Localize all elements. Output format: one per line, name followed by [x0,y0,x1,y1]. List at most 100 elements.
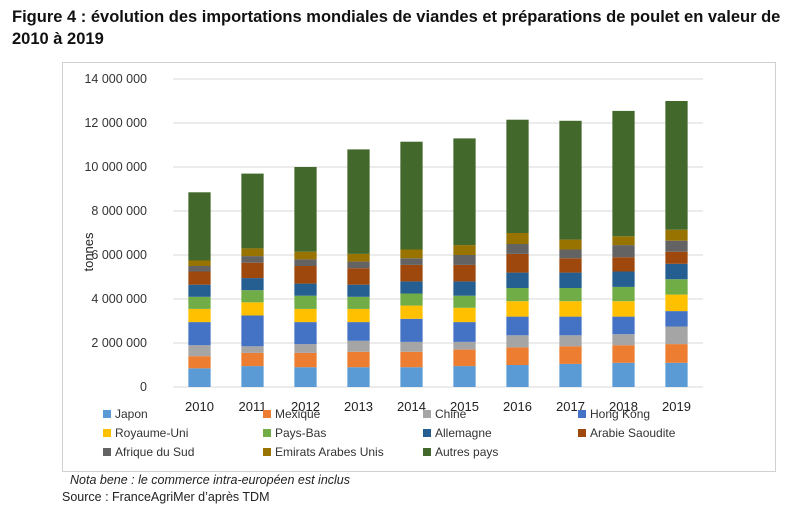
legend-swatch [578,410,586,418]
bar-segment [347,261,370,269]
bar-segment [665,311,688,327]
bar-segment [506,288,529,302]
y-tick-label: 0 [140,380,147,394]
bar-segment [453,255,476,265]
legend-label: Allemagne [435,426,492,440]
bar-segment [559,335,582,347]
bar-segment [612,271,635,287]
bar-segment [506,253,529,273]
bar-segment [612,245,635,258]
bar-segment [347,367,370,387]
bar-segment [294,251,317,260]
bar-segment [241,366,264,387]
bar-segment [188,308,211,323]
bar-segment [294,259,317,266]
bar-segment [400,341,423,352]
bar-segment [400,258,423,265]
bar-segment [400,281,423,294]
bar-segment [612,286,635,302]
legend-label: Arabie Saoudite [590,426,676,440]
bar-segment [453,245,476,255]
bar-segment [665,251,688,264]
bar-segment [188,356,211,369]
bar-segment [400,141,423,250]
legend-label: Afrique du Sud [115,445,194,459]
bar-segment [241,315,264,347]
bar-segment [612,257,635,272]
bar-segment [612,301,635,317]
bar-segment [294,367,317,387]
bar-segment [559,301,582,317]
legend-swatch [423,448,431,456]
bar-segment [188,322,211,346]
legend-swatch [423,410,431,418]
bar-segment [506,233,529,244]
bar-segment [453,341,476,350]
legend-label: Mexique [275,407,321,421]
bar-segment [188,284,211,297]
bar-segment [347,340,370,352]
bar-segment [188,260,211,266]
bar-segment [665,344,688,363]
bar-segment [612,236,635,246]
x-tick-label: 2011 [239,399,267,414]
y-tick-label: 4 000 000 [91,292,147,306]
y-axis-label: tonnes [81,232,96,272]
bar-segment [188,266,211,272]
bar-segment [241,248,264,257]
bar-segment [559,316,582,336]
bar-segment [347,253,370,262]
bar-segment [294,295,317,309]
x-tick-label: 2018 [609,399,638,414]
bar-segment [453,366,476,387]
bar-segment [294,308,317,323]
bar-segment [453,349,476,367]
bar-segment [559,288,582,302]
y-tick-label: 12 000 000 [84,116,147,130]
bar-segment [612,110,635,237]
bar-segment [453,281,476,296]
legend-swatch [103,448,111,456]
y-tick-label: 10 000 000 [84,160,147,174]
bar-segment [506,316,529,336]
bar-segment [506,365,529,387]
bar-segment [453,307,476,323]
bar-segment [294,344,317,353]
bar-segment [347,268,370,285]
bar-segment [665,362,688,387]
bar-segment [559,249,582,259]
y-tick-label: 2 000 000 [91,336,147,350]
bar-segment [665,101,688,230]
bar-segment [506,119,529,233]
x-tick-labels: 2010 2011 2012 2013 2014 2015 2016 2017 2018 2019 [185,399,691,414]
bar-segment [400,293,423,306]
bar-segment [665,240,688,252]
bar-segment [612,316,635,335]
bar-segment [612,345,635,363]
legend-label: Emirats Arabes Unis [275,445,384,459]
bar-segment [506,335,529,348]
bar-segment [665,294,688,312]
bar-segment [453,322,476,342]
bar-segment [347,149,370,254]
bar-segment [453,295,476,308]
bar-segment [612,334,635,346]
legend-swatch [263,448,271,456]
legend-swatch [423,429,431,437]
x-tick-label: 2012 [291,399,320,414]
bar-segment [294,352,317,368]
bar-segment [559,272,582,288]
legend-swatch [103,410,111,418]
bar-segment [188,192,211,261]
bar-segment [347,322,370,341]
bar-segment [400,318,423,342]
bar-segment [241,346,264,353]
bar-segment [506,272,529,288]
source-text: Source : FranceAgriMer d’après TDM [62,490,270,504]
stacked-bar-chart: 0 2 000 000 4 000 000 6 000 000 8 000 000 10 … [81,72,703,459]
bar-segment [188,368,211,387]
x-tick-label: 2010 [185,399,214,414]
figure-title: Figure 4 : évolution des importations mo… [12,8,781,48]
bar-segment [665,263,688,280]
bar-segment [241,352,264,367]
